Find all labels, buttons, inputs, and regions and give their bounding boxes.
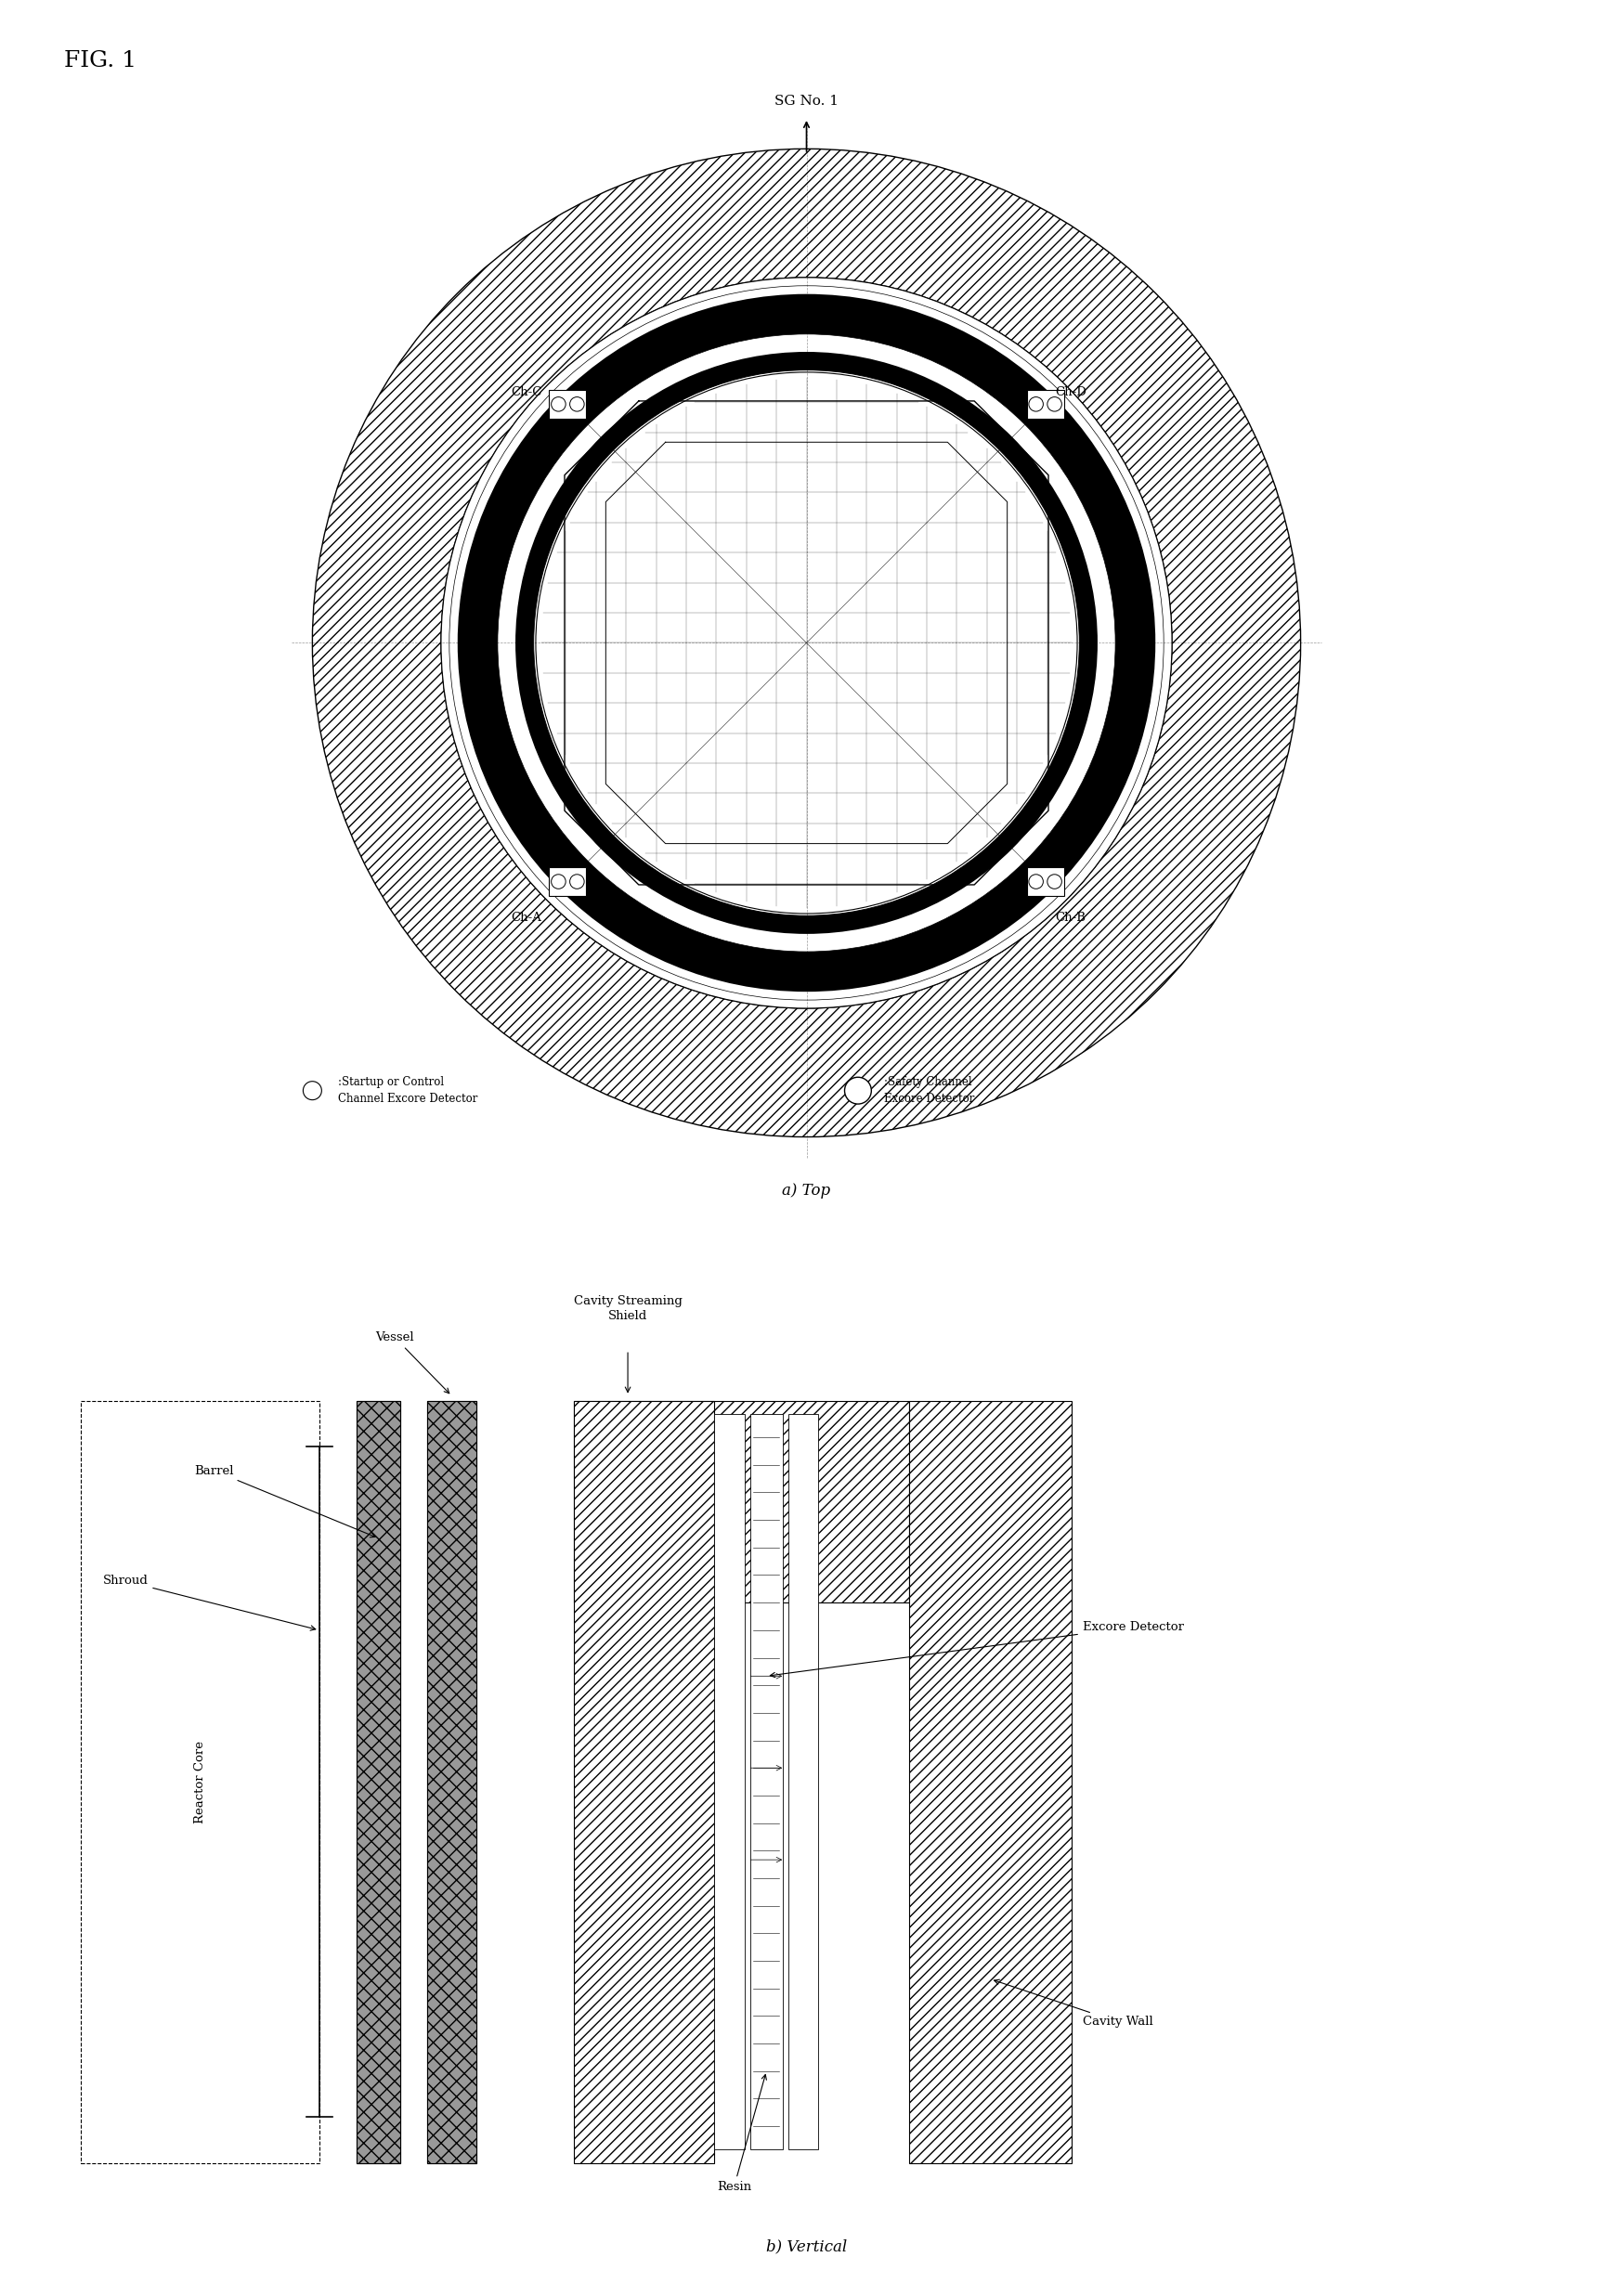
Text: b) Vertical: b) Vertical [766, 2239, 847, 2255]
Text: Reactor Core: Reactor Core [194, 1740, 206, 1823]
Bar [1027, 390, 1065, 418]
Circle shape [552, 397, 566, 411]
Bar [548, 390, 586, 418]
Circle shape [1047, 875, 1061, 889]
Text: Shroud: Shroud [103, 1575, 316, 1630]
Bar [574, 1401, 715, 2163]
Text: a) Top: a) Top [782, 1182, 831, 1199]
Circle shape [1047, 397, 1061, 411]
Circle shape [498, 335, 1115, 951]
Circle shape [569, 875, 584, 889]
Circle shape [1029, 875, 1044, 889]
Circle shape [845, 1077, 871, 1104]
Bar [910, 1401, 1071, 2163]
Bar [427, 1401, 476, 2163]
Bar [356, 1401, 400, 2163]
Text: SG No. 1: SG No. 1 [774, 94, 839, 108]
Circle shape [313, 149, 1300, 1137]
Circle shape [498, 335, 1115, 951]
Circle shape [303, 1081, 321, 1100]
Bar [81, 1401, 319, 2163]
Text: Ch-C: Ch-C [511, 386, 542, 397]
Circle shape [450, 285, 1163, 1001]
Bar [750, 1414, 782, 2149]
Text: Resin: Resin [716, 2076, 766, 2193]
Circle shape [440, 278, 1173, 1008]
Circle shape [569, 397, 584, 411]
Circle shape [516, 354, 1097, 932]
Bar [789, 1414, 818, 2149]
Text: Cavity Streaming
Shield: Cavity Streaming Shield [574, 1295, 682, 1322]
Text: Vessel: Vessel [376, 1332, 448, 1394]
Bar [427, 1401, 476, 2163]
Bar [548, 868, 586, 895]
Text: FIG. 1: FIG. 1 [65, 51, 137, 71]
Text: Ch-D: Ch-D [1055, 386, 1087, 397]
Circle shape [552, 875, 566, 889]
Text: Excore Detector: Excore Detector [769, 1621, 1184, 1678]
Text: :Startup or Control
Channel Excore Detector: :Startup or Control Channel Excore Detec… [339, 1077, 477, 1104]
Bar [715, 1414, 745, 2149]
Text: Cavity Wall: Cavity Wall [994, 1979, 1153, 2027]
Text: :Safety Channel
Excore Detector: :Safety Channel Excore Detector [884, 1077, 974, 1104]
Circle shape [440, 278, 1173, 1008]
Text: Barrel: Barrel [195, 1465, 376, 1538]
Circle shape [534, 370, 1079, 916]
Bar [574, 1401, 910, 1603]
Circle shape [458, 294, 1155, 992]
Bar [356, 1401, 400, 2163]
Text: Ch-B: Ch-B [1055, 912, 1086, 923]
Circle shape [536, 372, 1077, 914]
Circle shape [1029, 397, 1044, 411]
Text: Ch-A: Ch-A [511, 912, 542, 923]
Bar [1027, 868, 1065, 895]
